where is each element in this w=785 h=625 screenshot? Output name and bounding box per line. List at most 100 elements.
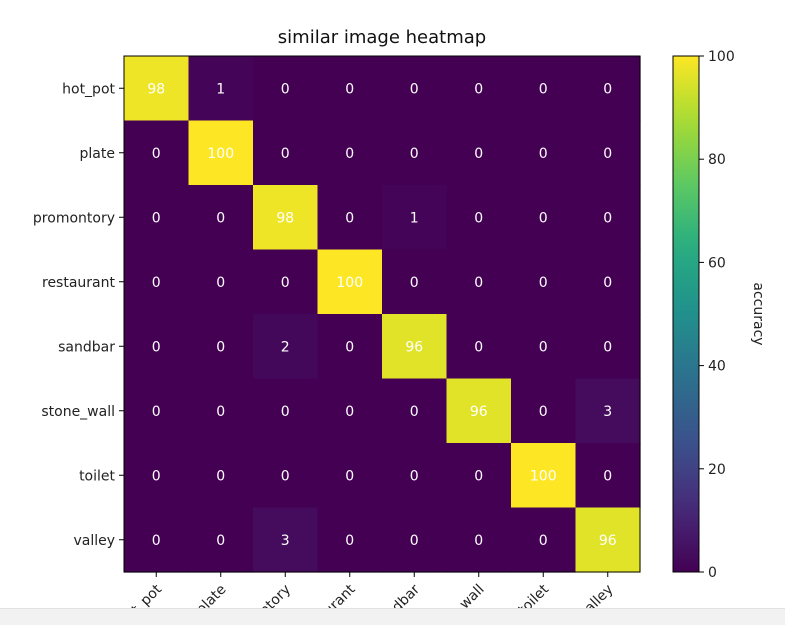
heatmap-cell [382, 443, 448, 509]
cell-value-label: 3 [281, 533, 290, 549]
heatmap-cell [317, 249, 383, 315]
x-tick-label: stone_wall [424, 582, 487, 608]
heatmap-cell [188, 507, 254, 573]
cell-value-label: 0 [152, 210, 161, 226]
cell-value-label: 0 [474, 210, 483, 226]
cell-value-label: 0 [474, 339, 483, 355]
cell-value-label: 0 [539, 210, 548, 226]
heatmap-cell [575, 56, 641, 122]
heatmap-cell [382, 56, 448, 122]
colorbar-tick-label: 0 [708, 565, 717, 581]
cell-value-label: 0 [216, 533, 225, 549]
x-tick-label: restaurant [296, 581, 359, 608]
cell-value-label: 0 [410, 404, 419, 420]
heatmap-cell [575, 314, 641, 380]
cell-value-label: 0 [152, 275, 161, 291]
heatmap-cell [511, 120, 577, 186]
chart-title: similar image heatmap [278, 27, 486, 48]
heatmap-cell [446, 507, 512, 573]
cell-value-label: 0 [152, 533, 161, 549]
x-tick-label: sandbar [372, 581, 424, 608]
y-tick-label: promontory [33, 210, 115, 226]
heatmap-cell [446, 56, 512, 122]
cell-value-label: 0 [539, 146, 548, 162]
cell-value-label: 0 [152, 404, 161, 420]
heatmap-cell [188, 56, 254, 122]
x-tick-label: promontory [225, 582, 294, 608]
heatmap-cell [253, 507, 319, 573]
heatmap-cell [317, 314, 383, 380]
cell-value-label: 0 [281, 275, 290, 291]
cell-value-label: 98 [276, 210, 294, 226]
y-tick-label: hot_pot [62, 81, 115, 97]
cell-value-label: 0 [603, 210, 612, 226]
y-tick-label: plate [80, 146, 115, 162]
heatmap-cell [575, 443, 641, 509]
cell-value-label: 100 [530, 468, 557, 484]
colorbar-tick-label: 20 [708, 462, 726, 478]
cell-value-label: 0 [345, 81, 354, 97]
heatmap-cell [124, 507, 190, 573]
heatmap-cell [124, 378, 190, 444]
colorbar-gradient [673, 56, 699, 572]
heatmap-cell [188, 443, 254, 509]
cell-value-label: 0 [410, 146, 419, 162]
heatmap-cell [124, 120, 190, 186]
heatmap-cell [446, 443, 512, 509]
cell-value-label: 0 [539, 533, 548, 549]
colorbar-tick-label: 100 [708, 49, 735, 65]
heatmap-cell-labels: 98 1 0 0 0 0 0 00 100 0 0 0 0 0 00 0 98 0 1 0 0 00 0 0 100 0 0 0 00 0… [147, 81, 616, 549]
x-tick-label: toilet [515, 581, 552, 608]
cell-value-label: 0 [410, 81, 419, 97]
heatmap-cell [253, 56, 319, 122]
cell-value-label: 3 [603, 404, 612, 420]
heatmap-cell [124, 249, 190, 315]
cell-value-label: 0 [474, 81, 483, 97]
cell-value-label: 0 [539, 275, 548, 291]
cell-value-label: 0 [345, 146, 354, 162]
heatmap-cell [188, 249, 254, 315]
cell-value-label: 0 [216, 339, 225, 355]
heatmap-cell [446, 249, 512, 315]
colorbar-frame [672, 55, 700, 573]
cell-value-label: 0 [603, 81, 612, 97]
heatmap-cell [511, 56, 577, 122]
x-tick-label: hot_pot [116, 581, 165, 608]
cell-value-label: 0 [603, 275, 612, 291]
heatmap-cell [317, 56, 383, 122]
cell-value-label: 0 [345, 339, 354, 355]
y-tick-label: toilet [79, 468, 115, 484]
cell-value-label: 0 [281, 404, 290, 420]
cell-value-label: 0 [345, 533, 354, 549]
cell-value-label: 0 [281, 146, 290, 162]
cell-value-label: 0 [216, 275, 225, 291]
heatmap-cell [253, 378, 319, 444]
heatmap-cell [317, 185, 383, 251]
cell-value-label: 0 [345, 404, 354, 420]
heatmap-cell [382, 378, 448, 444]
heatmap-cell [382, 249, 448, 315]
heatmap-cell [188, 378, 254, 444]
cell-value-label: 0 [410, 533, 419, 549]
cell-value-label: 0 [152, 468, 161, 484]
plot-frame [123, 55, 641, 573]
cell-value-label: 0 [474, 533, 483, 549]
cell-value-label: 0 [281, 81, 290, 97]
heatmap-cell [511, 507, 577, 573]
cell-value-label: 1 [410, 210, 419, 226]
heatmap-cell [575, 378, 641, 444]
heatmap-cell [511, 378, 577, 444]
cell-value-label: 0 [152, 146, 161, 162]
heatmap-cell [382, 185, 448, 251]
y-tick-label: restaurant [42, 275, 116, 291]
heatmap-cell [382, 120, 448, 186]
heatmap-cell [575, 507, 641, 573]
colorbar-label: accuracy [750, 282, 766, 345]
heatmap-cell [124, 443, 190, 509]
cell-value-label: 0 [216, 210, 225, 226]
cell-value-label: 0 [474, 275, 483, 291]
heatmap-cell [124, 185, 190, 251]
cell-value-label: 0 [410, 275, 419, 291]
cell-value-label: 0 [345, 468, 354, 484]
